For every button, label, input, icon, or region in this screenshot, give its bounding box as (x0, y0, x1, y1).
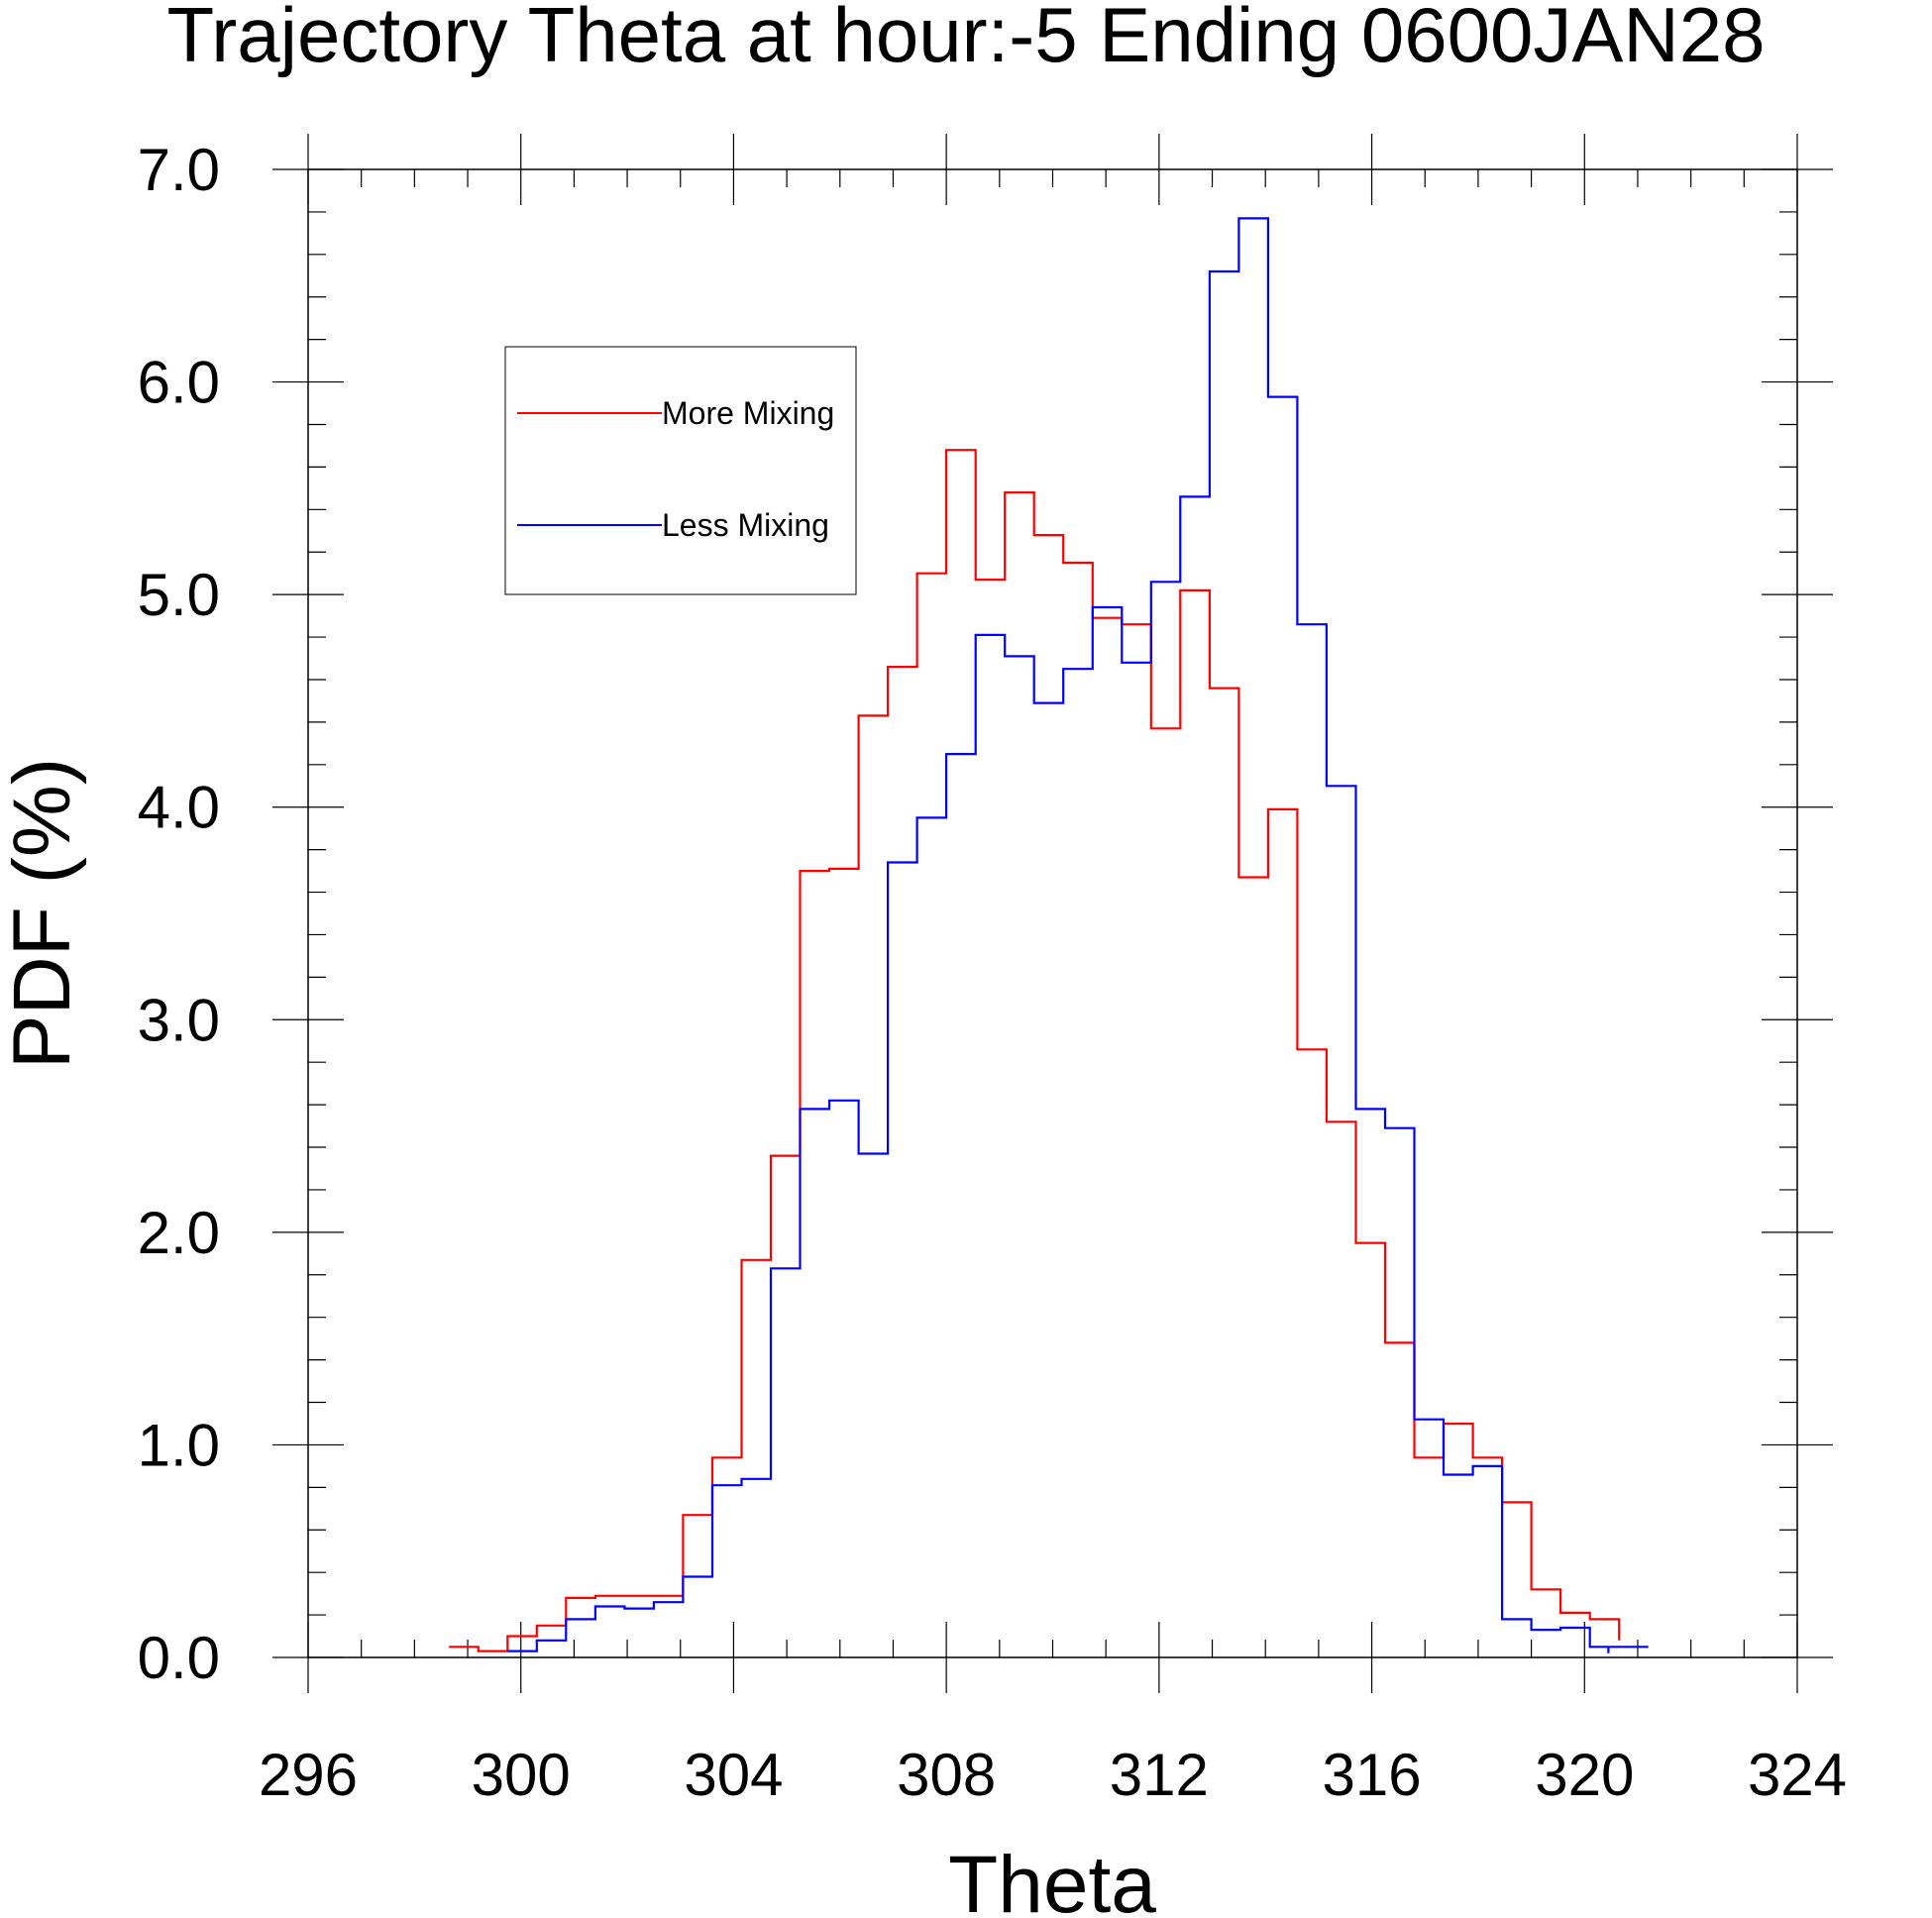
chart-title: Trajectory Theta at hour:-5 Ending 0600J… (167, 0, 1766, 78)
y-tick-label: 4.0 (138, 775, 220, 841)
x-tick-label: 304 (684, 1742, 783, 1808)
y-tick-label: 3.0 (138, 987, 220, 1053)
y-tick-label: 0.0 (138, 1625, 220, 1691)
x-tick-label: 316 (1323, 1742, 1422, 1808)
x-tick-label: 300 (472, 1742, 571, 1808)
series-layer (449, 217, 1649, 1653)
x-tick-label: 312 (1110, 1742, 1209, 1808)
y-tick-label: 2.0 (138, 1200, 220, 1266)
x-tick-label: 308 (897, 1742, 996, 1808)
y-tick-label: 7.0 (138, 137, 220, 203)
x-tick-label: 324 (1748, 1742, 1847, 1808)
axis-ticks (272, 134, 1833, 1693)
series-line-less-mixing (507, 217, 1649, 1653)
legend-label-less-mixing: Less Mixing (662, 507, 829, 543)
x-tick-label: 320 (1535, 1742, 1634, 1808)
y-tick-label: 5.0 (138, 562, 220, 628)
legend: More Mixing Less Mixing (504, 346, 857, 595)
legend-label-more-mixing: More Mixing (662, 395, 834, 431)
x-axis-label: Theta (948, 1840, 1156, 1918)
y-tick-label: 6.0 (138, 350, 220, 416)
x-tick-label: 296 (259, 1742, 358, 1808)
axis-tick-labels: 296 300 304 308 312 316 320 324 0.0 1.0 2.0 3.0 4.0 5… (138, 137, 1847, 1808)
y-axis-label: PDF (%) (0, 758, 87, 1069)
legend-box (504, 346, 857, 595)
y-tick-label: 1.0 (138, 1412, 220, 1478)
